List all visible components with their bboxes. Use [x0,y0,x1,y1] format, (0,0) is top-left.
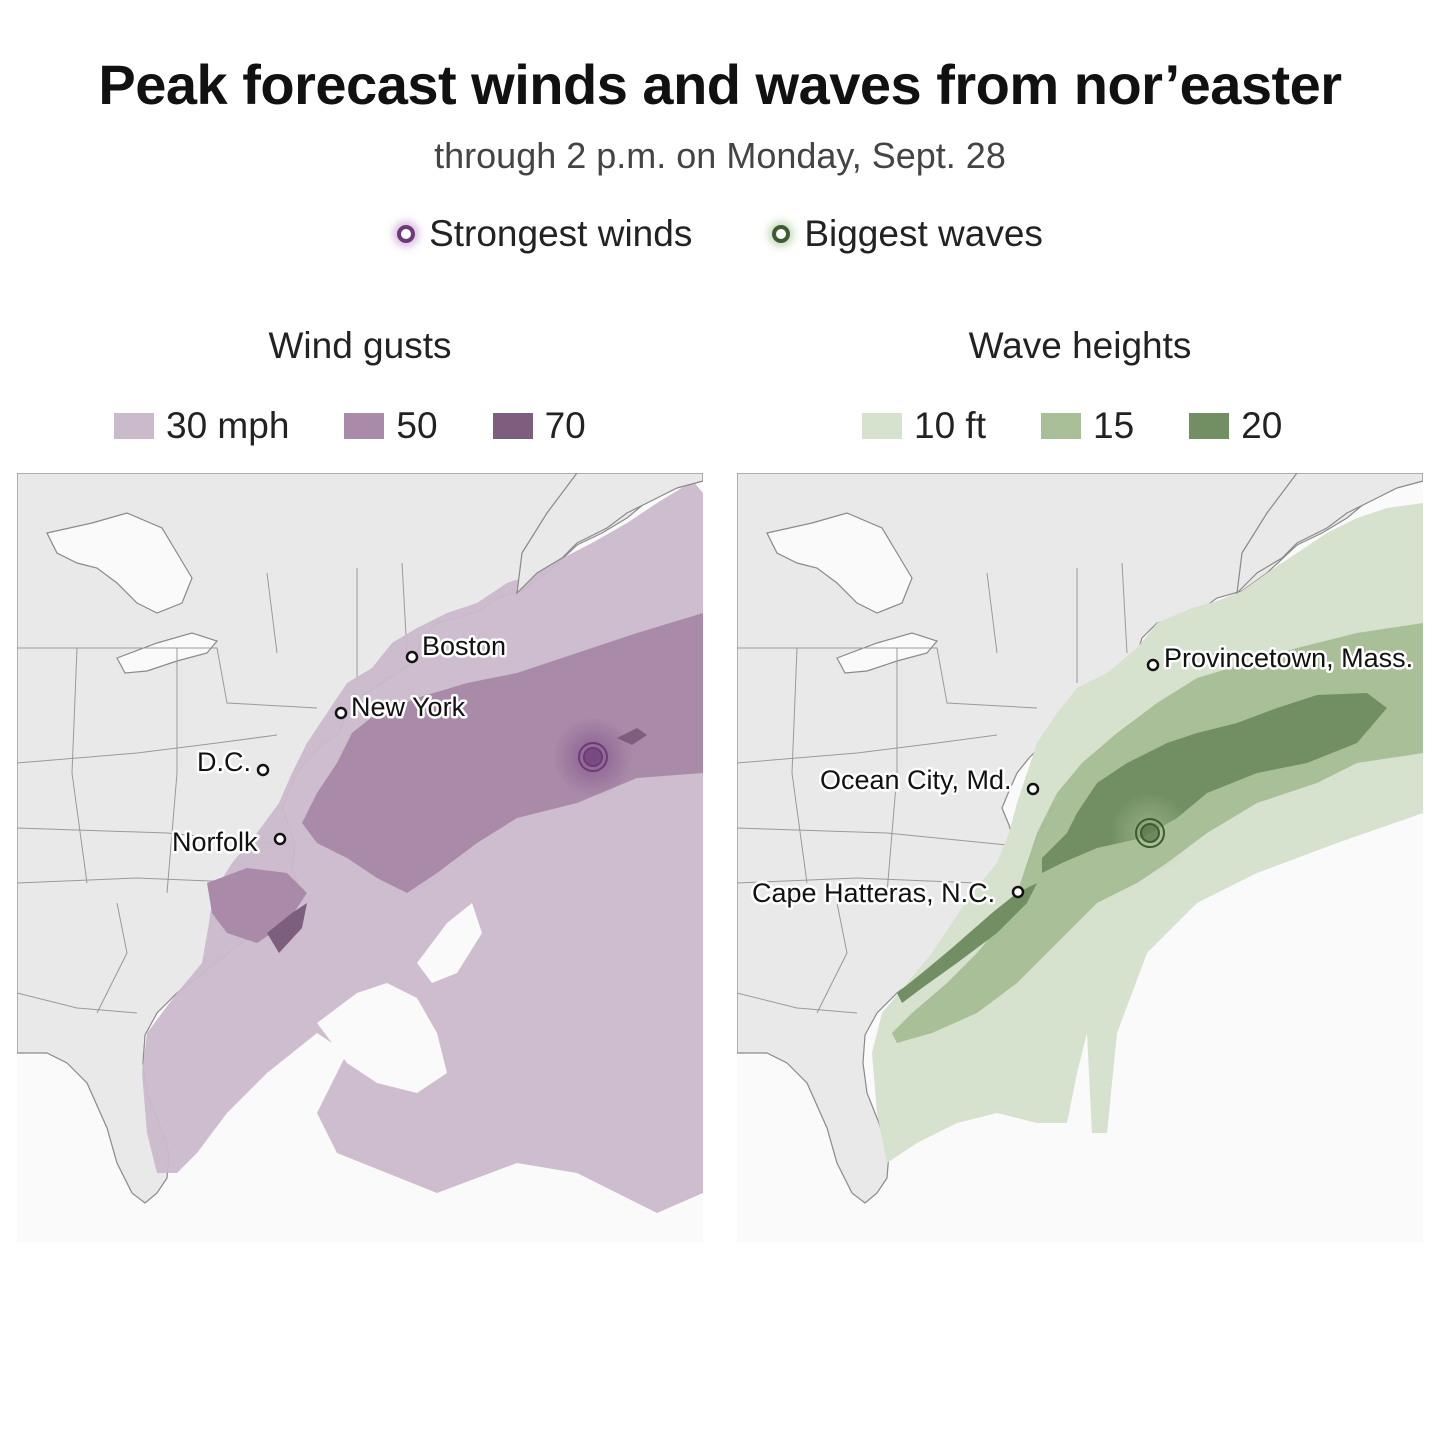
wind-swatch-30 [114,413,154,439]
legend-biggest-waves-label: Biggest waves [804,213,1043,254]
marker-legend: Strongest winds Biggest waves [0,213,1440,255]
city-dot-cape-hatteras [1011,885,1025,899]
wind-clear-area-2 [417,903,482,983]
lake-erie [116,632,219,674]
city-label-provincetown: Provincetown, Mass. [1164,643,1413,673]
wind-scale-label: 30 mph [166,405,290,446]
state-borders [17,562,408,1014]
legend-strongest-winds-label: Strongest winds [429,213,693,254]
wave-swatch-15 [1041,413,1081,439]
wind-contour-70-south [267,903,307,953]
city-label-ocean-city: Ocean City, Md. [820,765,1012,795]
legend-strongest-winds: Strongest winds [397,213,692,255]
wind-scale-entry: 50 [344,405,438,447]
purple-circle-icon [397,225,416,243]
city-dot-boston [405,650,419,664]
great-lakes [46,512,193,614]
wind-panel-title: Wind gusts [268,325,452,366]
chart-subtitle: through 2 p.m. on Monday, Sept. 28 [434,135,1006,176]
city-dot-ocean-city [1026,782,1040,796]
wave-swatch-20 [1189,413,1230,439]
city-label-new-york: New York [351,692,466,722]
wind-map-svg: Boston New York D.C. Norfolk [17,473,703,1213]
northeast-coast [1236,473,1423,595]
wind-scale-entry: 70 [492,405,586,447]
wave-scale-entry: 10 ft [862,405,986,447]
wave-scale-label: 20 [1241,405,1283,446]
wave-scale-entry: 15 [1041,405,1134,447]
city-dot-norfolk [273,832,287,846]
city-dot-new-york [334,706,348,720]
wind-clear-area [317,983,447,1093]
wind-gust-map: Boston New York D.C. Norfolk [17,473,703,1243]
wind-scale-legend: 30 mph 50 70 [114,405,641,447]
wind-scale-entry: 30 mph [114,405,289,447]
city-dot-dc [256,763,270,777]
wind-swatch-70 [492,413,533,439]
wind-scale-label: 70 [544,405,586,446]
chart-title: Peak forecast winds and waves from nor’e… [98,53,1342,116]
northeast-coast [516,473,703,595]
city-label-norfolk: Norfolk [172,827,258,857]
great-lakes [766,512,913,614]
wave-map-svg: Provincetown, Mass. Ocean City, Md. Cape… [737,473,1423,1204]
wind-marker-dot [583,747,603,767]
state-borders [737,562,1128,1014]
wind-marker-outer-ring [578,742,608,772]
wave-scale-label: 10 ft [914,405,986,446]
wave-marker-outer-ring [1135,818,1165,848]
wave-swatch-10 [862,413,902,439]
lake-erie [836,632,939,674]
wave-contour-20-tail [897,883,1037,1003]
city-label-cape-hatteras: Cape Hatteras, N.C. [752,878,995,908]
wind-scale-label: 50 [396,405,438,446]
wind-swatch-50 [344,413,385,439]
green-circle-icon [772,225,791,243]
wave-panel-title: Wave heights [968,325,1192,366]
wind-contour-50 [302,613,703,893]
wave-scale-entry: 20 [1189,405,1282,447]
city-label-dc: D.C. [197,747,251,777]
legend-biggest-waves: Biggest waves [772,213,1043,255]
city-dot-provincetown [1146,658,1160,672]
wave-scale-legend: 10 ft 15 20 [862,405,1337,447]
city-label-boston: Boston [422,631,506,661]
wave-scale-label: 15 [1093,405,1135,446]
wave-marker-dot [1140,823,1160,843]
wave-height-map: Provincetown, Mass. Ocean City, Md. Cape… [737,473,1423,1243]
